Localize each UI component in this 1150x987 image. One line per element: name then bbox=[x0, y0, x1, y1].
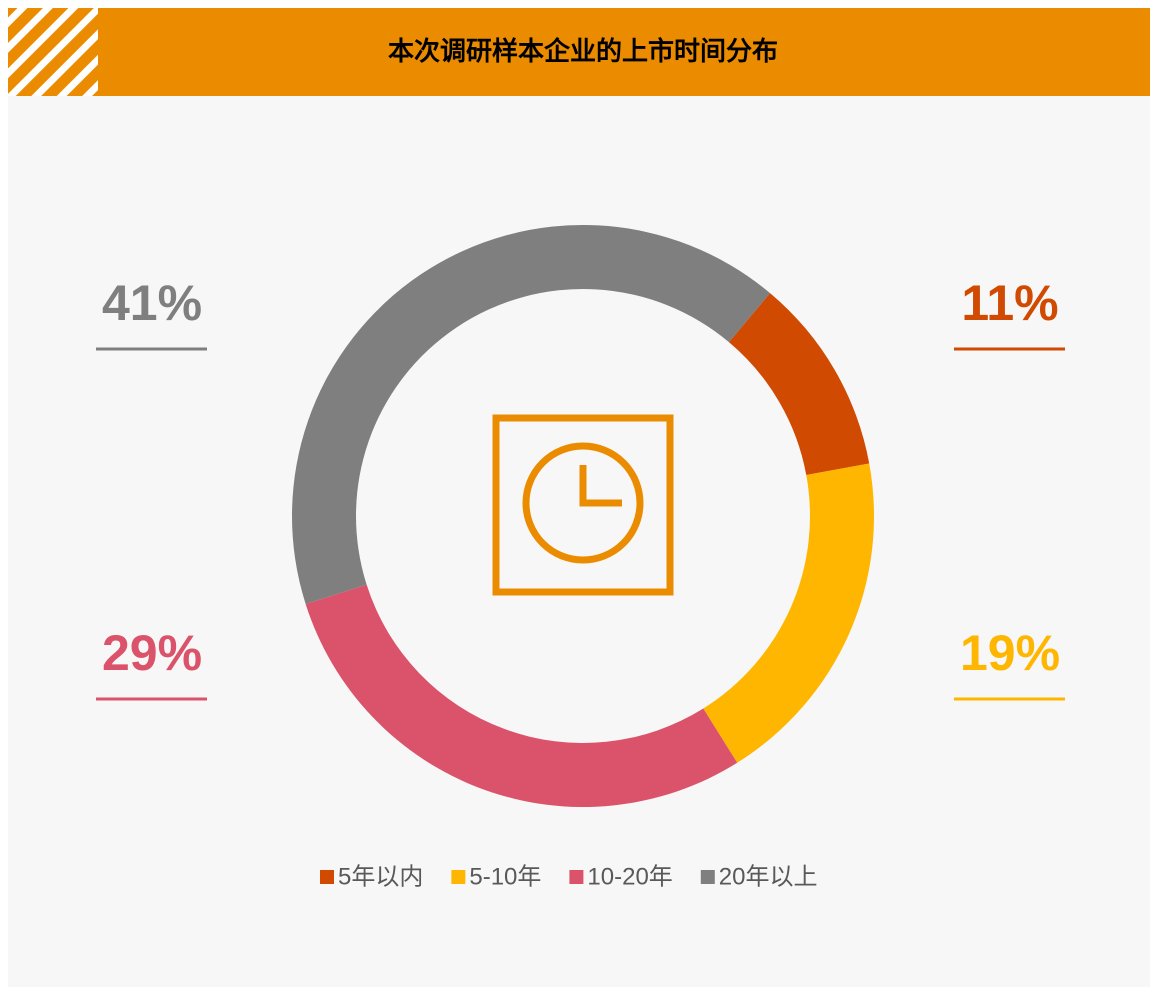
legend-swatch bbox=[320, 870, 334, 884]
legend-swatch bbox=[451, 870, 466, 884]
legend-label: 5-10年 bbox=[469, 863, 541, 890]
value-label: 29% bbox=[102, 625, 202, 681]
value-label: 41% bbox=[102, 275, 202, 331]
legend-swatch bbox=[700, 870, 715, 884]
chart-title: 本次调研样本企业的上市时间分布 bbox=[388, 36, 778, 66]
donut-segment bbox=[728, 293, 870, 476]
legend-label: 10-20年 bbox=[587, 863, 672, 890]
donut-segment bbox=[292, 225, 771, 604]
clock-icon bbox=[492, 414, 674, 596]
donut-segment bbox=[703, 463, 875, 763]
value-label: 19% bbox=[960, 625, 1060, 681]
header-stripes bbox=[8, 8, 98, 96]
legend-label: 5年以内 bbox=[338, 863, 423, 890]
legend-label: 20年以上 bbox=[719, 863, 818, 890]
donut-segment bbox=[305, 584, 738, 807]
panel bbox=[8, 8, 1150, 987]
header-band bbox=[8, 8, 1150, 96]
value-label: 11% bbox=[961, 275, 1058, 331]
legend-swatch bbox=[569, 870, 584, 884]
